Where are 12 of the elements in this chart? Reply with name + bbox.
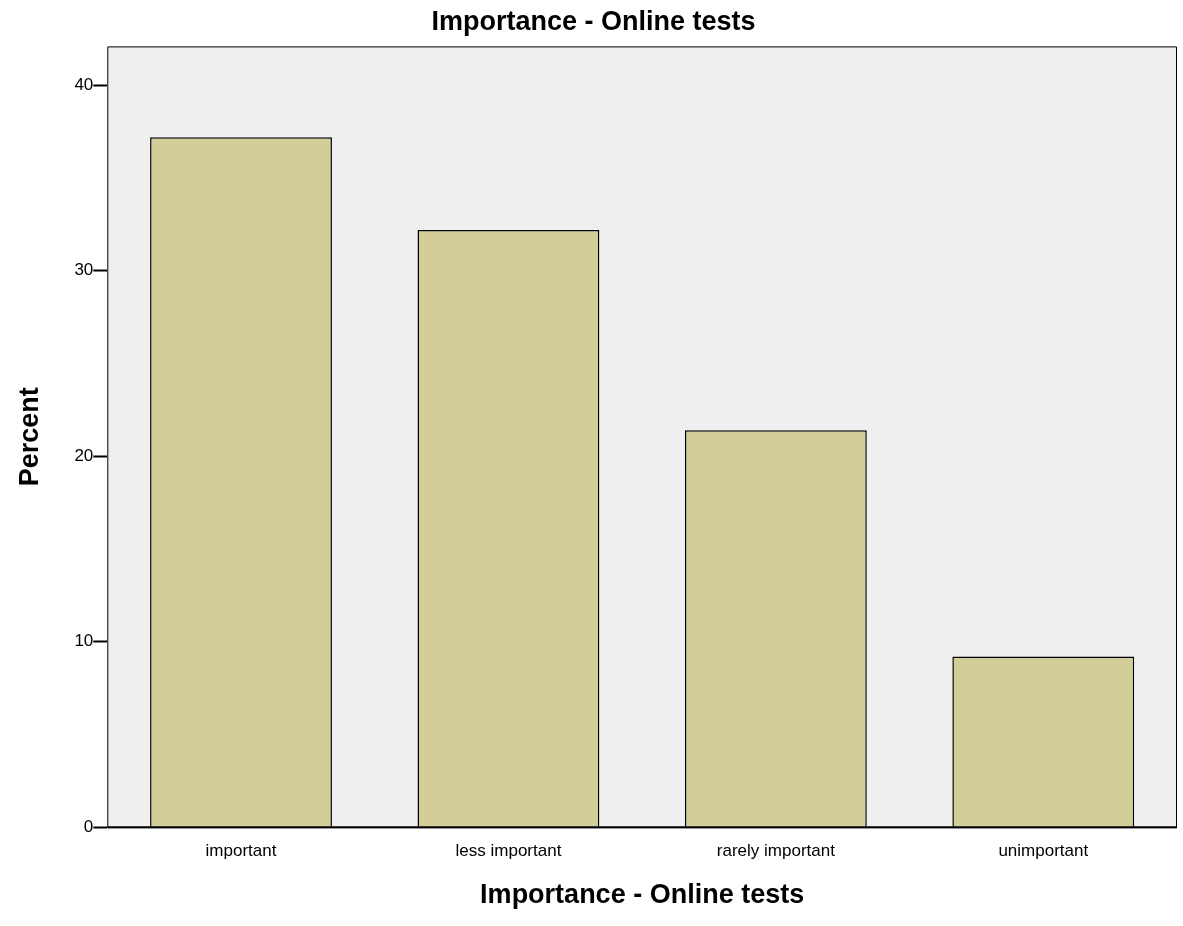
- y-tick-label: 30: [74, 260, 94, 280]
- x-tick-label: important: [205, 841, 277, 861]
- y-tick-label: 10: [74, 631, 94, 651]
- y-tick-label: 0: [83, 816, 94, 836]
- y-axis-title: Percent: [13, 387, 44, 487]
- y-tick-label: 40: [74, 75, 94, 95]
- chart-title: Importance - Online tests: [431, 5, 756, 36]
- x-axis-title: Importance - Online tests: [480, 879, 805, 910]
- y-tick-label: 20: [74, 445, 94, 465]
- x-tick-label: less important: [455, 841, 562, 861]
- x-tick-label: rarely important: [716, 841, 836, 861]
- x-tick-label: unimportant: [998, 841, 1089, 861]
